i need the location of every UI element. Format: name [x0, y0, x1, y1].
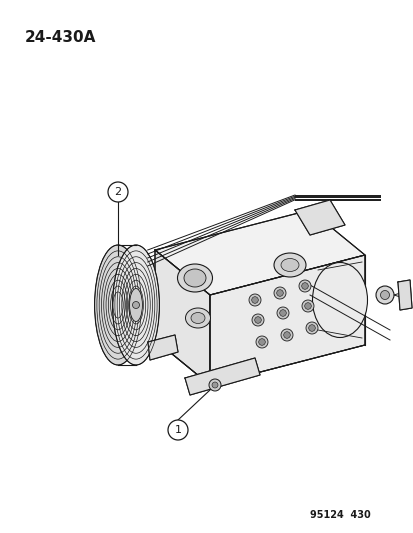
Ellipse shape [190, 312, 204, 324]
Circle shape [252, 314, 263, 326]
Circle shape [298, 280, 310, 292]
Circle shape [304, 303, 311, 309]
Circle shape [254, 317, 261, 324]
Circle shape [248, 294, 260, 306]
Text: 2: 2 [114, 187, 121, 197]
Polygon shape [294, 200, 344, 235]
Ellipse shape [112, 245, 159, 365]
Circle shape [211, 382, 218, 388]
Ellipse shape [183, 269, 206, 287]
Circle shape [108, 182, 128, 202]
Polygon shape [209, 255, 364, 385]
Circle shape [308, 325, 315, 332]
Circle shape [132, 302, 139, 309]
Polygon shape [154, 210, 364, 295]
Ellipse shape [95, 245, 141, 365]
Circle shape [375, 286, 393, 304]
Text: 24-430A: 24-430A [25, 30, 96, 45]
Circle shape [280, 329, 292, 341]
Circle shape [251, 297, 258, 303]
Ellipse shape [185, 308, 210, 328]
Circle shape [279, 310, 286, 316]
Circle shape [209, 379, 221, 391]
Circle shape [380, 290, 389, 300]
Ellipse shape [280, 259, 298, 271]
Circle shape [168, 420, 188, 440]
Ellipse shape [312, 262, 367, 337]
Circle shape [273, 287, 285, 299]
Circle shape [276, 307, 288, 319]
Circle shape [301, 282, 308, 289]
Polygon shape [147, 335, 178, 360]
Circle shape [305, 322, 317, 334]
Ellipse shape [273, 253, 305, 277]
Ellipse shape [177, 264, 212, 292]
Ellipse shape [129, 288, 142, 321]
Text: 95124  430: 95124 430 [309, 510, 370, 520]
Polygon shape [185, 358, 259, 395]
Circle shape [283, 332, 290, 338]
Circle shape [301, 300, 313, 312]
Circle shape [255, 336, 267, 348]
Circle shape [276, 290, 282, 296]
Polygon shape [397, 280, 411, 310]
Text: 1: 1 [174, 425, 181, 435]
Polygon shape [154, 250, 209, 385]
Circle shape [258, 338, 265, 345]
